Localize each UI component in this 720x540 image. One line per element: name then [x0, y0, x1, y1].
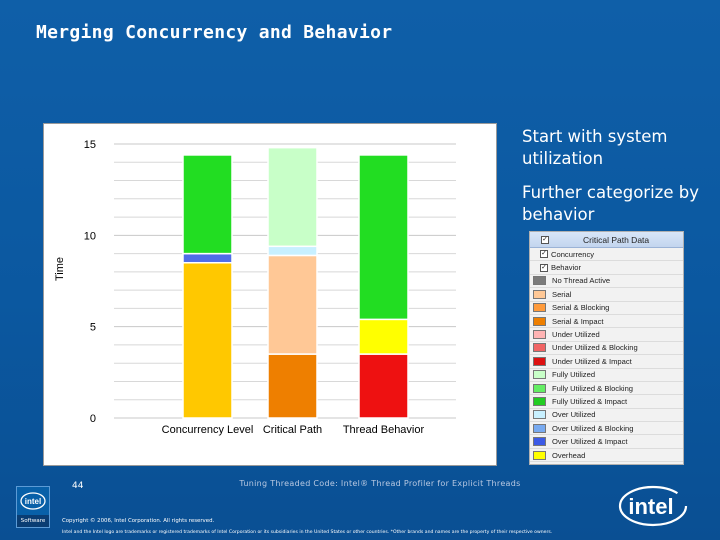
bar-segment: [267, 245, 318, 257]
intel-swirl-icon: intel: [20, 492, 46, 510]
legend-color-swatch: [533, 423, 546, 433]
legend-item[interactable]: Over Utilized: [530, 409, 683, 423]
legend-item[interactable]: Serial & Blocking: [530, 302, 683, 315]
legend-item[interactable]: ✓ Behavior: [530, 261, 683, 275]
intel-logo: intel: [618, 484, 688, 532]
legend-color-swatch: [533, 303, 546, 313]
x-category-label: Thread Behavior: [343, 424, 425, 436]
legend-item-checkbox[interactable]: ✓: [540, 263, 548, 272]
y-tick-label: 10: [84, 230, 96, 242]
y-tick-label: 5: [90, 322, 96, 334]
legend-color-swatch: [533, 330, 546, 340]
legend-item[interactable]: Over Utilized & Impact: [530, 435, 683, 449]
legend-item-label: Serial & Blocking: [552, 303, 610, 313]
legend-item[interactable]: Serial: [530, 288, 683, 302]
legend-header-checkbox[interactable]: ✓: [541, 235, 549, 244]
bar-segment: [358, 154, 409, 321]
legend-color-swatch: [533, 356, 546, 366]
legend-item[interactable]: Under Utilized & Impact: [530, 355, 683, 369]
bar-segment: [358, 318, 409, 355]
legend-item-label: Behavior: [551, 263, 581, 273]
bar-segment: [182, 154, 233, 255]
bar-segment: [182, 252, 233, 264]
legend-item[interactable]: Fully Utilized: [530, 369, 683, 382]
legend-item-label: Over Utilized & Impact: [552, 437, 628, 447]
callout-categorize-behavior: Further categorize by behavior: [522, 183, 699, 224]
intel-logo-icon: intel: [618, 485, 688, 527]
legend-color-swatch: [533, 450, 546, 460]
legend-item-checkbox[interactable]: ✓: [540, 250, 548, 259]
slide-title: Merging Concurrency and Behavior: [36, 22, 393, 43]
legend-item-label: Over Utilized: [552, 410, 596, 420]
legend-color-swatch: [533, 316, 546, 326]
legal-notice: Intel and the Intel logo are trademarks …: [62, 530, 553, 535]
page-number: 44: [72, 481, 84, 491]
legend-item[interactable]: Under Utilized & Blocking: [530, 342, 683, 356]
copyright-notice: Copyright © 2006, Intel Corporation. All…: [62, 518, 215, 524]
legend-item[interactable]: Fully Utilized & Blocking: [530, 382, 683, 396]
legend-color-swatch: [533, 396, 546, 406]
footer-title: Tuning Threaded Code: Intel® Thread Prof…: [239, 479, 521, 488]
x-category-label: Concurrency Level: [162, 424, 254, 436]
legend-item[interactable]: No Thread Active: [530, 275, 683, 289]
legend-item-label: Concurrency: [551, 249, 595, 259]
legend-item-label: Fully Utilized: [552, 370, 596, 380]
chart-canvas: 0 5 10 15 Time Concurrency Level Critical Path…: [54, 139, 456, 436]
bar-segment: [358, 353, 409, 419]
legend-color-swatch: [533, 370, 546, 380]
legend-item[interactable]: Fully Utilized & Impact: [530, 395, 683, 409]
legend-item-label: Fully Utilized & Blocking: [552, 383, 634, 393]
legend-item-label: Serial & Impact: [552, 316, 604, 326]
intel-logo-word: intel: [628, 494, 673, 519]
stacked-bar-chart: 0 5 10 15 Time Concurrency Level Critical Path…: [43, 123, 497, 466]
legend-item[interactable]: Under Utilized: [530, 328, 683, 342]
legend-color-swatch: [533, 289, 546, 299]
legend-item-label: Fully Utilized & Impact: [552, 396, 628, 406]
legend-item-label: Under Utilized & Blocking: [552, 343, 638, 353]
bar-segment: [267, 254, 318, 355]
legend-header: ✓ Critical Path Data: [530, 232, 683, 248]
x-category-label: Critical Path: [263, 424, 322, 436]
legend-header-label: Critical Path Data: [583, 234, 650, 245]
y-tick-label: 15: [84, 139, 96, 151]
critical-path-legend-panel: ✓ Critical Path Data ✓ Concurrency ✓ Behavi…: [529, 231, 684, 465]
legend-item-label: Under Utilized & Impact: [552, 356, 632, 366]
legend-color-swatch: [533, 437, 546, 447]
legend-item-label: Serial: [552, 289, 572, 299]
legend-item-label: Under Utilized: [552, 330, 600, 340]
bar-segment: [267, 146, 318, 248]
legend-item[interactable]: Overhead: [530, 449, 683, 463]
legend-list: ✓ Concurrency ✓ Behavior No Thread Active Ser…: [530, 248, 683, 463]
software-badge-label: Software: [17, 515, 49, 527]
legend-item-label: Overhead: [552, 450, 586, 460]
software-logo-word: intel: [25, 497, 41, 506]
legend-item-label: No Thread Active: [552, 276, 611, 286]
legend-color-swatch: [533, 383, 546, 393]
legend-color-swatch: [533, 276, 546, 286]
legend-item-label: Over Utilized & Blocking: [552, 423, 634, 433]
callout-system-utilization: Start with system utilization: [522, 127, 668, 168]
legend-color-swatch: [533, 343, 546, 353]
legend-color-swatch: [533, 410, 546, 420]
legend-item[interactable]: ✓ Concurrency: [530, 248, 683, 262]
bar-segment: [182, 261, 233, 419]
intel-software-logo: intel Software: [16, 486, 50, 528]
y-tick-label: 0: [90, 413, 96, 425]
legend-item[interactable]: Serial & Impact: [530, 315, 683, 329]
legend-item[interactable]: Over Utilized & Blocking: [530, 422, 683, 436]
y-axis-title: Time: [54, 257, 66, 281]
bar-segment: [267, 353, 318, 419]
